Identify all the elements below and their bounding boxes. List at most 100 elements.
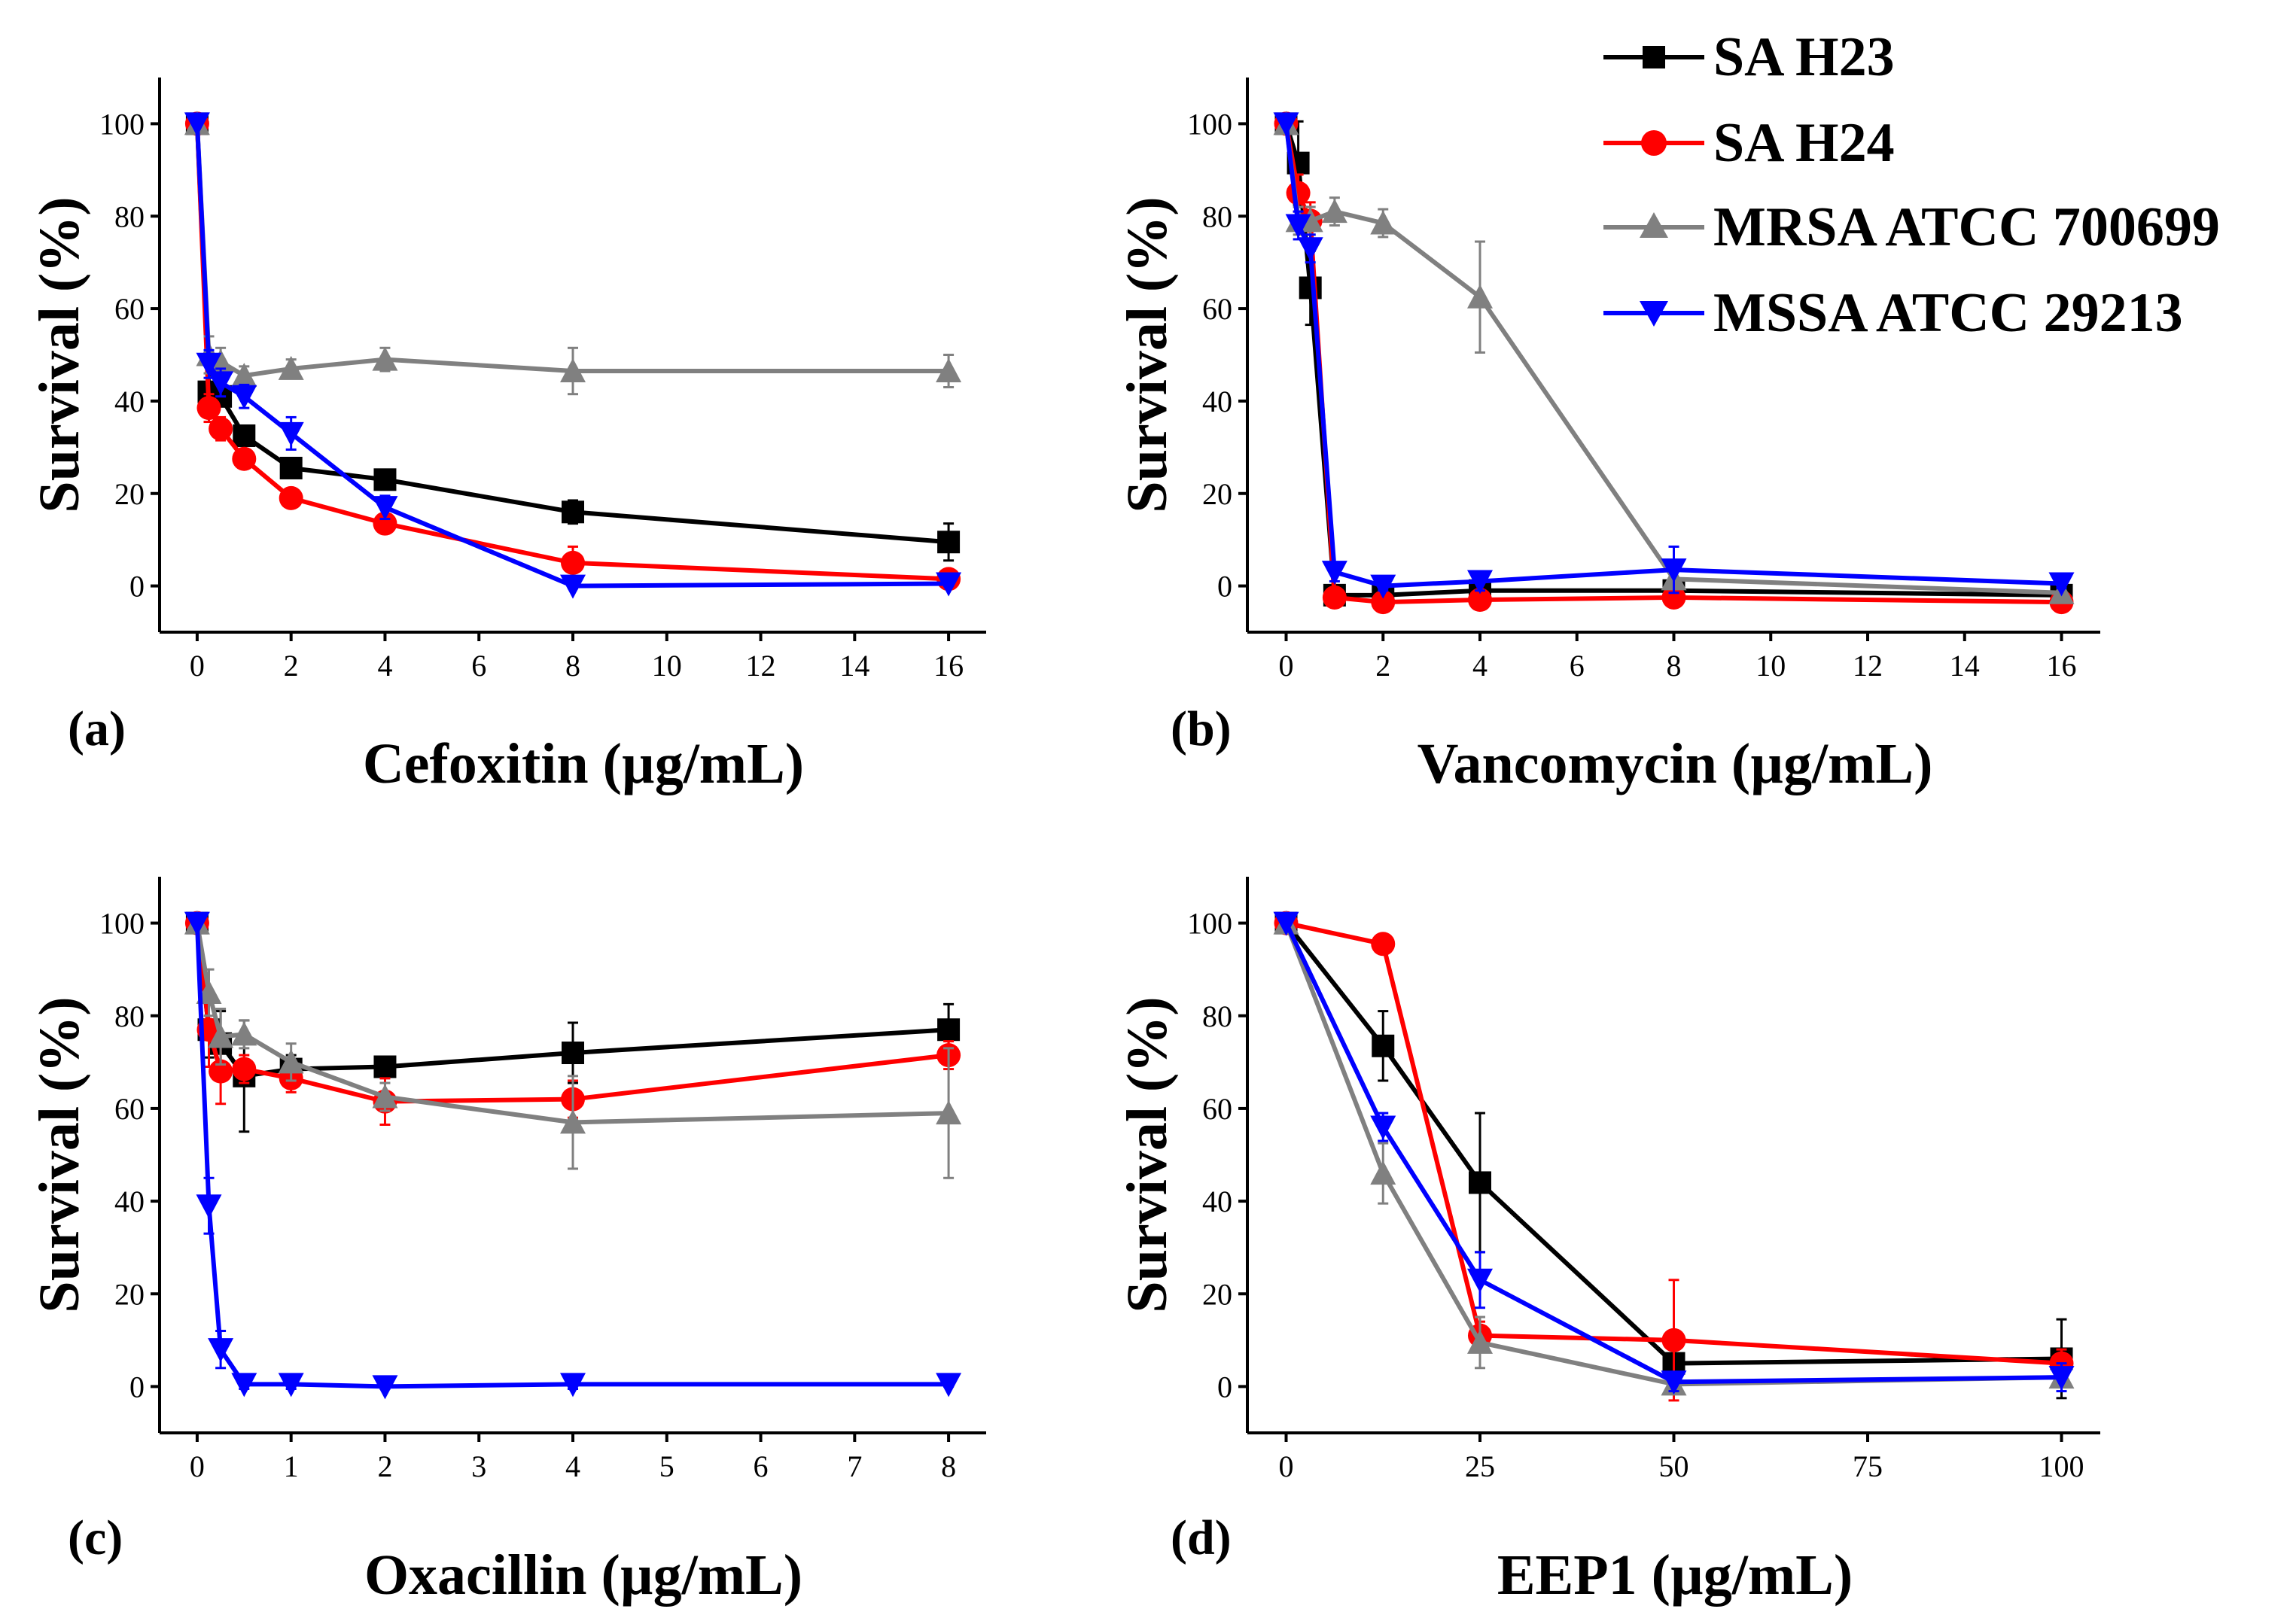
- data-point: [560, 574, 586, 599]
- data-point: [1371, 932, 1396, 957]
- y-tick-label: 40: [1202, 385, 1232, 418]
- panel-d: 0 20 40 60 80 100 0 25 50 75 100 Survival (%) EEP1 (…: [1116, 877, 2100, 1607]
- legend-entry-sa-h23: SA H23: [1603, 26, 1895, 88]
- data-point: [1321, 199, 1347, 224]
- data-point: [1297, 237, 1323, 262]
- y-tick-label: 80: [1202, 199, 1232, 233]
- data-point: [184, 112, 210, 137]
- data-point: [231, 385, 257, 409]
- data-point: [372, 346, 398, 371]
- data-point: [184, 911, 210, 936]
- series-line: [1284, 123, 2062, 605]
- data-point: [1467, 570, 1493, 595]
- y-tick-label: 0: [1217, 570, 1232, 604]
- series-sa-h23: [1274, 112, 2073, 607]
- data-point: [372, 496, 398, 521]
- legend: SA H23 SA H24 MRSA ATCC 700699 MSSA ATCC…: [1603, 26, 2220, 344]
- y-tick-label: 0: [129, 570, 145, 604]
- x-tick-label: 7: [847, 1449, 862, 1483]
- data-point: [936, 572, 962, 597]
- data-point: [209, 1059, 233, 1084]
- data-point: [560, 357, 586, 382]
- data-point: [937, 531, 961, 554]
- legend-marker-mrsa: [1640, 212, 1668, 238]
- x-tick-label: 4: [1472, 649, 1488, 683]
- data-point: [232, 1057, 257, 1081]
- x-tick-label: 8: [1667, 649, 1682, 683]
- y-tick-label: 60: [114, 1092, 145, 1126]
- series-line: [1284, 123, 2062, 598]
- data-point: [562, 1042, 584, 1065]
- legend-marker-sa-h23: [1643, 46, 1665, 68]
- y-tick-label: 20: [114, 1277, 145, 1311]
- series-mrsa-atcc-700699: [184, 111, 962, 396]
- x-tick-label: 50: [1659, 1449, 1689, 1483]
- data-point: [1467, 1268, 1493, 1293]
- data-point: [208, 371, 234, 396]
- data-point: [1321, 561, 1347, 585]
- data-point: [373, 468, 397, 491]
- legend-marker-sa-h24: [1641, 130, 1667, 156]
- x-tick-label: 5: [659, 1449, 674, 1483]
- legend-entry-mssa: MSSA ATCC 29213: [1603, 282, 2183, 344]
- data-point: [196, 396, 221, 421]
- data-point: [233, 424, 256, 447]
- y-tick-label: 0: [129, 1370, 145, 1404]
- x-tick-label: 16: [2047, 649, 2077, 683]
- y-tick-label: 40: [1202, 1185, 1232, 1218]
- x-tick-label: 2: [284, 649, 299, 683]
- legend-label-sa-h24: SA H24: [1713, 112, 1895, 174]
- panel-label: (c): [68, 1510, 123, 1565]
- y-axis-title: Survival (%): [1116, 996, 1179, 1312]
- y-tick-label: 100: [99, 107, 145, 141]
- data-point: [2048, 1366, 2075, 1391]
- legend-marker-mssa: [1640, 301, 1668, 327]
- data-point: [373, 1055, 397, 1078]
- data-point: [373, 511, 397, 536]
- x-tick-label: 8: [565, 649, 580, 683]
- x-tick-label: 4: [565, 1449, 580, 1483]
- y-axis-title: Survival (%): [28, 996, 91, 1312]
- data-point: [232, 446, 257, 471]
- data-point: [1370, 210, 1396, 235]
- data-point: [1661, 1328, 1686, 1352]
- data-point: [1467, 1329, 1493, 1354]
- x-tick-label: 6: [471, 649, 486, 683]
- series-mssa-atcc-29213: [184, 911, 962, 1400]
- data-point: [279, 456, 303, 479]
- x-tick-label: 10: [1755, 649, 1786, 683]
- y-tick-label: 100: [1187, 907, 1232, 941]
- series-mssa-atcc-29213: [1273, 112, 2075, 599]
- data-point: [1371, 590, 1396, 615]
- y-tick-label: 20: [1202, 477, 1232, 511]
- data-point: [208, 1338, 234, 1363]
- x-tick-label: 6: [754, 1449, 769, 1483]
- series-line: [194, 123, 949, 379]
- data-point: [209, 416, 233, 441]
- data-point: [278, 1373, 304, 1398]
- data-point: [208, 348, 234, 373]
- data-point: [196, 1194, 222, 1219]
- series-line: [1284, 123, 2062, 589]
- legend-label-mssa: MSSA ATCC 29213: [1713, 282, 2183, 344]
- y-tick-label: 60: [1202, 1092, 1232, 1126]
- data-point: [1372, 1034, 1395, 1057]
- y-tick-label: 60: [1202, 292, 1232, 326]
- panel-label: (d): [1171, 1510, 1232, 1565]
- x-tick-label: 16: [933, 649, 964, 683]
- x-tick-label: 8: [941, 1449, 956, 1483]
- x-axis-title: EEP1 (µg/mL): [1497, 1544, 1853, 1607]
- data-point: [1661, 558, 1687, 583]
- data-point: [2048, 572, 2075, 597]
- x-tick-label: 2: [1375, 649, 1390, 683]
- legend-label-mrsa: MRSA ATCC 700699: [1713, 196, 2220, 258]
- y-tick-label: 60: [114, 292, 145, 326]
- y-tick-label: 80: [114, 199, 145, 233]
- x-axis-title: Oxacillin (µg/mL): [364, 1544, 802, 1607]
- x-tick-label: 14: [1950, 649, 1980, 683]
- data-point: [1370, 1115, 1396, 1140]
- x-tick-label: 0: [190, 649, 205, 683]
- data-point: [278, 1049, 304, 1074]
- y-tick-label: 80: [114, 999, 145, 1033]
